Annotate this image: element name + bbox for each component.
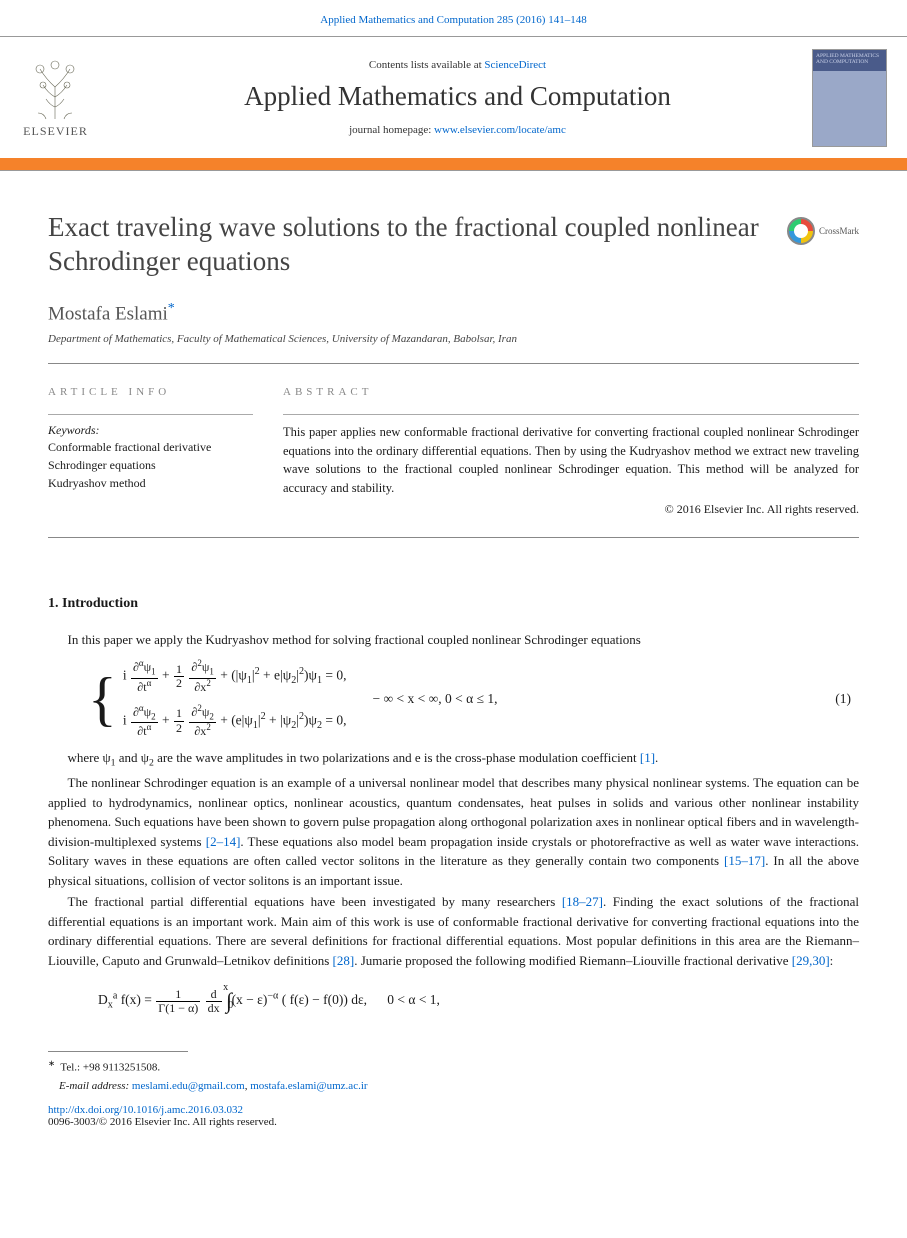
equation-2: Dxa f(x) = 1Γ(1 − α) ddx ∫0x (x − ε)−α (… [98, 982, 859, 1015]
crossmark-badge[interactable]: CrossMark [787, 217, 859, 245]
journal-header: ELSEVIER Contents lists available at Sci… [0, 36, 907, 171]
keywords-label: Keywords: [48, 423, 253, 438]
footnote-divider [48, 1051, 188, 1052]
elsevier-logo: ELSEVIER [8, 45, 103, 150]
abstract-text: This paper applies new conformable fract… [283, 423, 859, 498]
cover-title-text: APPLIED MATHEMATICS AND COMPUTATION [816, 53, 883, 65]
elsevier-tree-icon [28, 57, 83, 122]
corresponding-asterisk: * [168, 301, 175, 316]
equation-1: { i ∂αψ1∂tα + 12 ∂2ψ1∂x2 + (|ψ1|2 + e|ψ2… [88, 659, 859, 738]
contents-prefix: Contents lists available at [369, 59, 484, 71]
running-head: Applied Mathematics and Computation 285 … [0, 0, 907, 36]
keyword-item: Kudryashov method [48, 474, 253, 492]
eq1-number: (1) [835, 691, 859, 707]
email-footnote: E-mail address: meslami.edu@gmail.com, m… [48, 1080, 859, 1092]
eq1-line1: i ∂αψ1∂tα + 12 ∂2ψ1∂x2 + (|ψ1|2 + e|ψ2|2… [123, 659, 347, 693]
info-divider [48, 414, 253, 415]
affiliation: Department of Mathematics, Faculty of Ma… [48, 333, 859, 364]
ref-2-14[interactable]: [2–14] [206, 834, 241, 849]
sciencedirect-line: Contents lists available at ScienceDirec… [103, 59, 812, 71]
paragraph-2: where ψ1 and ψ2 are the wave amplitudes … [48, 748, 859, 771]
eq1-line2: i ∂αψ2∂tα + 12 ∂2ψ2∂x2 + (e|ψ1|2 + |ψ2|2… [123, 704, 347, 738]
issn-copyright: 0096-3003/© 2016 Elsevier Inc. All right… [48, 1116, 277, 1128]
email-link-2[interactable]: mostafa.eslami@umz.ac.ir [250, 1080, 367, 1092]
homepage-prefix: journal homepage: [349, 124, 434, 136]
doi-block: http://dx.doi.org/10.1016/j.amc.2016.03.… [48, 1104, 859, 1128]
email-label: E-mail address: [59, 1080, 132, 1092]
abstract-heading: ABSTRACT [283, 386, 859, 398]
ref-28[interactable]: [28] [333, 953, 355, 968]
paragraph-3: The nonlinear Schrodinger equation is an… [48, 773, 859, 890]
homepage-link[interactable]: www.elsevier.com/locate/amc [434, 124, 566, 136]
doi-link[interactable]: http://dx.doi.org/10.1016/j.amc.2016.03.… [48, 1104, 243, 1116]
journal-name: Applied Mathematics and Computation [103, 81, 812, 112]
eq1-condition: − ∞ < x < ∞, 0 < α ≤ 1, [373, 691, 498, 707]
abstract-divider [283, 414, 859, 415]
paragraph-4: The fractional partial differential equa… [48, 892, 859, 970]
author-name: Mostafa Eslami* [48, 301, 859, 325]
elsevier-brand-text: ELSEVIER [23, 124, 88, 139]
paragraph-1: In this paper we apply the Kudryashov me… [48, 630, 859, 650]
keyword-item: Schrodinger equations [48, 456, 253, 474]
orange-accent-bar [0, 158, 907, 170]
ref-18-27[interactable]: [18–27] [562, 894, 603, 909]
corresponding-footnote: ∗ Tel.: +98 9113251508. [48, 1058, 859, 1074]
ref-29-30[interactable]: [29,30] [792, 953, 830, 968]
ref-1[interactable]: [1] [640, 750, 655, 765]
brace-icon: { [88, 672, 117, 726]
homepage-line: journal homepage: www.elsevier.com/locat… [103, 124, 812, 136]
article-info-heading: ARTICLE INFO [48, 386, 253, 398]
tel-label: Tel.: [60, 1062, 82, 1074]
journal-cover-thumb: APPLIED MATHEMATICS AND COMPUTATION [812, 49, 887, 147]
crossmark-label: CrossMark [819, 226, 859, 236]
tel-value: +98 9113251508. [83, 1062, 160, 1074]
citation-link[interactable]: Applied Mathematics and Computation 285 … [320, 14, 586, 26]
article-title: Exact traveling wave solutions to the fr… [48, 211, 767, 279]
sciencedirect-link[interactable]: ScienceDirect [484, 59, 546, 71]
author-text: Mostafa Eslami [48, 303, 168, 324]
section-1-heading: 1. Introduction [48, 596, 859, 612]
abstract-copyright: © 2016 Elsevier Inc. All rights reserved… [283, 502, 859, 517]
keyword-item: Conformable fractional derivative [48, 438, 253, 456]
email-link-1[interactable]: meslami.edu@gmail.com [132, 1080, 245, 1092]
ref-15-17[interactable]: [15–17] [724, 853, 765, 868]
crossmark-icon [787, 217, 815, 245]
